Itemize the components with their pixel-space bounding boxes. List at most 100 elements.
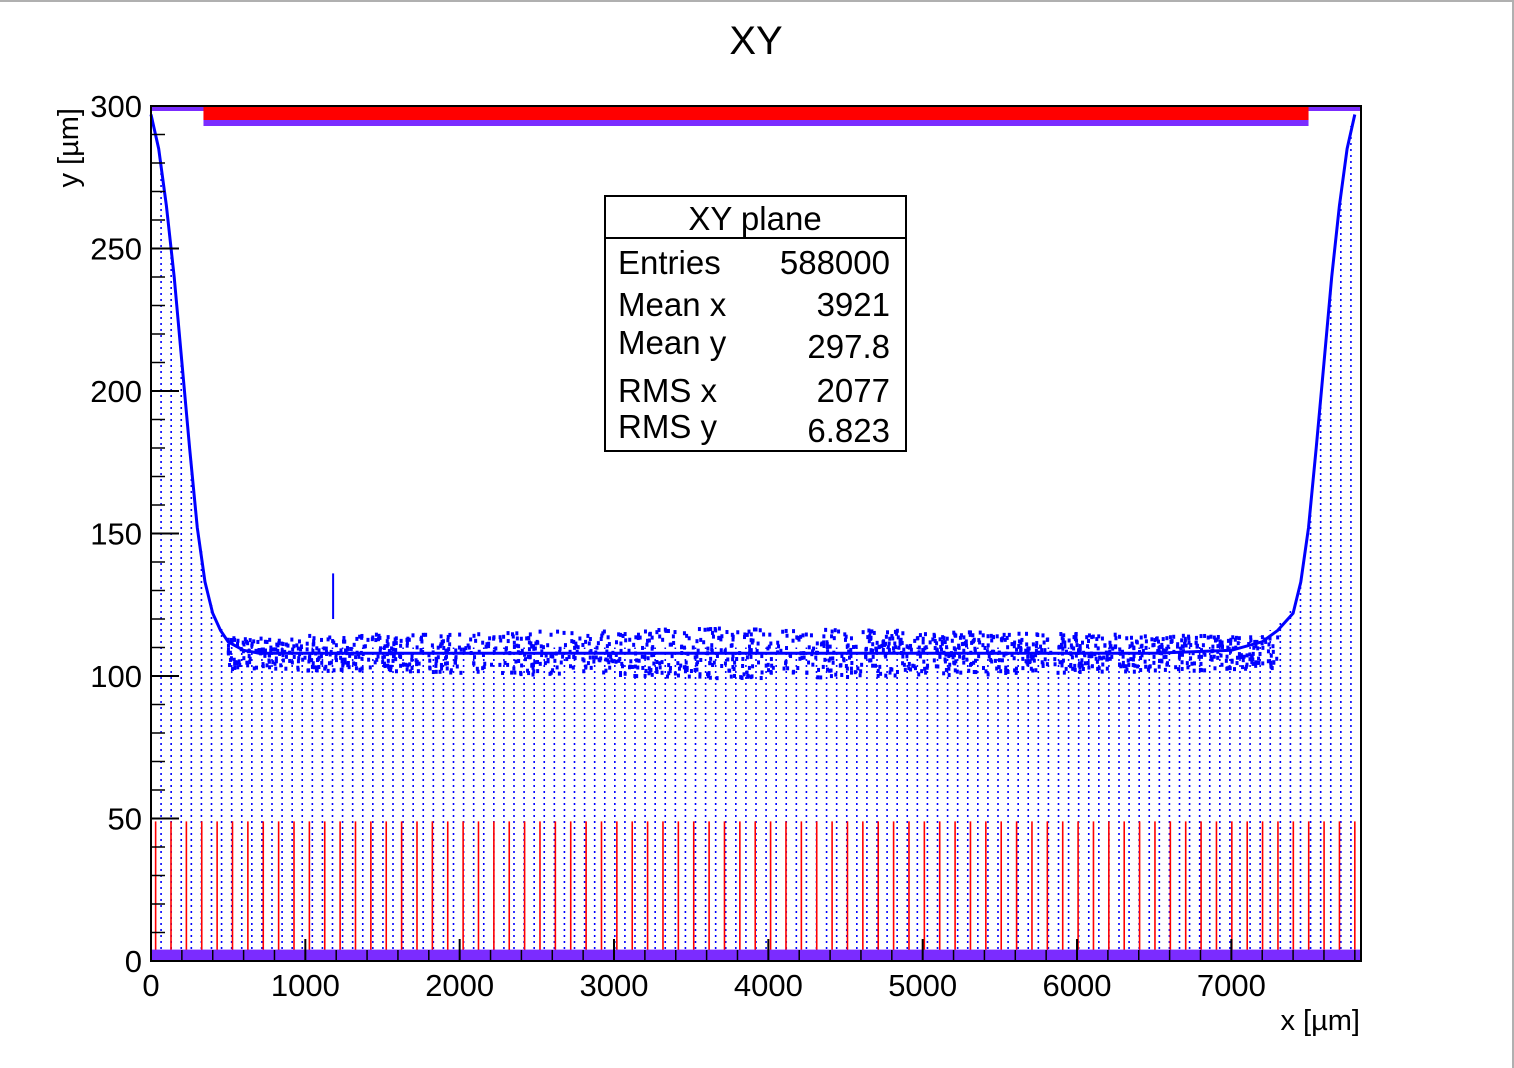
data-point — [439, 634, 443, 639]
data-point — [310, 658, 314, 663]
data-point — [332, 668, 336, 673]
data-point — [563, 643, 567, 648]
data-point — [614, 659, 618, 664]
data-point — [1267, 642, 1271, 647]
data-point — [512, 640, 516, 645]
data-point — [729, 674, 733, 679]
data-point — [1072, 635, 1076, 640]
data-point — [921, 647, 925, 652]
data-point — [1031, 642, 1035, 647]
data-point — [383, 644, 387, 649]
data-point — [1103, 643, 1107, 648]
data-point — [1021, 666, 1025, 671]
data-point — [890, 634, 894, 639]
data-point — [296, 667, 300, 672]
data-point — [481, 666, 485, 671]
data-point — [909, 647, 913, 652]
data-point — [796, 636, 800, 641]
data-point — [986, 672, 990, 677]
data-point — [1058, 660, 1062, 665]
data-point — [1189, 643, 1193, 648]
data-point — [245, 660, 249, 665]
data-point — [1161, 637, 1165, 642]
data-point — [558, 646, 562, 651]
data-point — [668, 669, 672, 674]
data-point — [394, 669, 398, 674]
data-point — [1060, 663, 1064, 668]
data-point — [947, 666, 951, 671]
data-point — [933, 638, 937, 643]
data-point — [884, 634, 888, 639]
data-point — [1229, 641, 1233, 646]
data-point — [265, 640, 269, 645]
data-point — [1124, 664, 1128, 669]
data-point — [749, 648, 753, 653]
data-point — [849, 670, 853, 675]
data-point — [334, 655, 338, 660]
data-point — [973, 648, 977, 653]
data-point — [312, 636, 316, 641]
data-point — [655, 659, 659, 664]
stat-label-rms-y: RMS y — [618, 408, 718, 445]
data-point — [663, 627, 667, 632]
stat-label-mean-x: Mean x — [618, 286, 727, 323]
data-point — [720, 634, 724, 639]
data-point — [387, 649, 391, 654]
data-point — [1190, 661, 1194, 666]
data-point — [243, 637, 247, 642]
data-point — [1261, 645, 1265, 650]
data-point — [1195, 643, 1199, 648]
data-point — [1097, 634, 1101, 639]
data-point — [1178, 652, 1182, 657]
data-point — [1106, 657, 1110, 662]
data-point — [955, 669, 959, 674]
data-point — [543, 661, 547, 666]
data-point — [926, 663, 930, 668]
data-point — [673, 671, 677, 676]
data-point — [1094, 643, 1098, 648]
data-point — [314, 668, 318, 673]
data-point — [328, 635, 332, 640]
data-point — [1105, 653, 1109, 658]
data-point — [710, 643, 714, 648]
x-tick-label: 0 — [142, 968, 159, 1003]
data-point — [749, 654, 753, 659]
data-point — [1152, 660, 1156, 665]
data-point — [427, 653, 431, 658]
y-tick-label: 50 — [108, 802, 142, 837]
data-point — [226, 647, 230, 652]
data-point — [442, 646, 446, 651]
data-point — [602, 670, 606, 675]
data-point — [1002, 632, 1006, 637]
data-point — [843, 637, 847, 642]
data-point — [536, 669, 540, 674]
data-point — [230, 640, 234, 645]
data-point — [1179, 646, 1183, 651]
data-point — [1000, 638, 1004, 643]
data-point — [923, 666, 927, 671]
data-point — [1080, 658, 1084, 663]
data-point — [417, 661, 421, 666]
data-point — [503, 660, 507, 665]
data-point — [972, 669, 976, 674]
data-point — [588, 637, 592, 642]
data-point — [1101, 662, 1105, 667]
data-point — [1212, 654, 1216, 659]
data-point — [1220, 662, 1224, 667]
data-point — [750, 640, 754, 645]
data-point — [1251, 657, 1255, 662]
data-point — [1043, 657, 1047, 662]
data-point — [883, 652, 887, 657]
data-point — [1078, 661, 1082, 666]
data-point — [809, 633, 813, 638]
data-point — [236, 665, 240, 670]
data-point — [474, 638, 478, 643]
data-point — [1129, 657, 1133, 662]
data-point — [743, 635, 747, 640]
data-point — [1269, 663, 1273, 668]
data-point — [997, 658, 1001, 663]
data-point — [391, 658, 395, 663]
data-point — [1175, 644, 1179, 649]
data-point — [367, 657, 371, 662]
data-point — [349, 646, 353, 651]
